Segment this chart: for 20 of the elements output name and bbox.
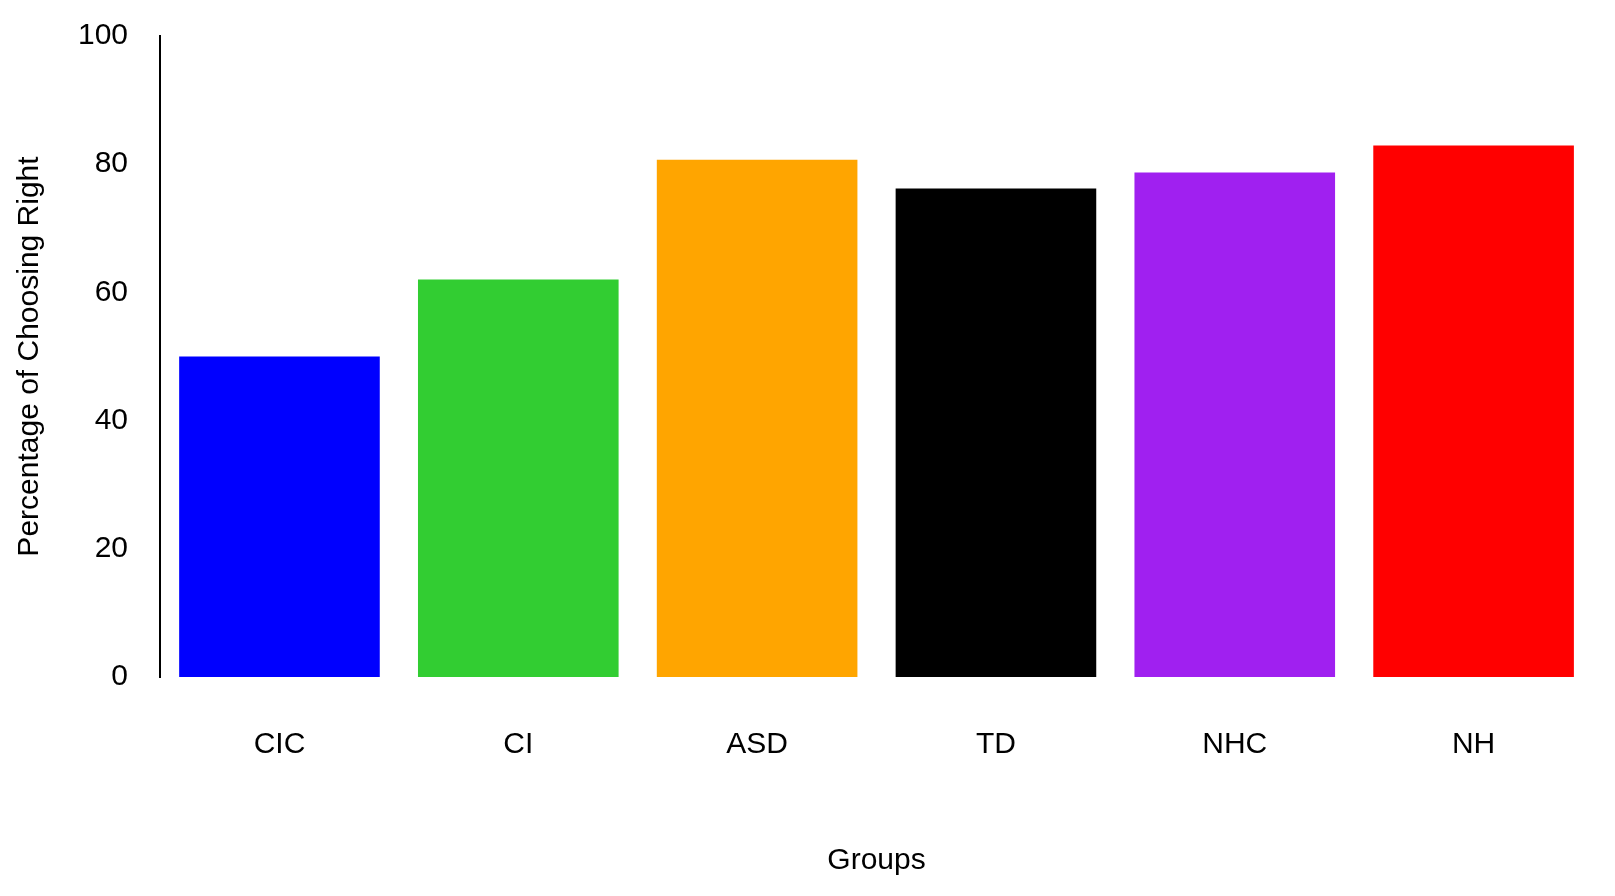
bar [895,188,1097,677]
x-tick-label: ASD [726,726,788,760]
x-axis-title: Groups [827,842,926,876]
y-tick-label: 80 [94,145,129,179]
bar [1373,145,1574,677]
y-tick-label: 20 [94,530,129,564]
y-tick-label: 100 [77,17,129,51]
x-tick-label: NH [1451,726,1496,760]
bar [179,356,380,677]
bar [417,279,619,677]
bar [1134,172,1336,677]
x-tick-label: CIC [253,726,306,760]
y-axis-title: Percentage of Choosing Right [11,155,45,557]
y-tick-label: 0 [111,658,129,692]
bar [656,159,858,677]
y-tick-label: 40 [94,401,129,435]
y-tick-label: 60 [94,273,129,307]
x-tick-label: TD [975,726,1016,760]
x-tick-label: CI [503,726,534,760]
x-tick-label: NHC [1202,726,1268,760]
